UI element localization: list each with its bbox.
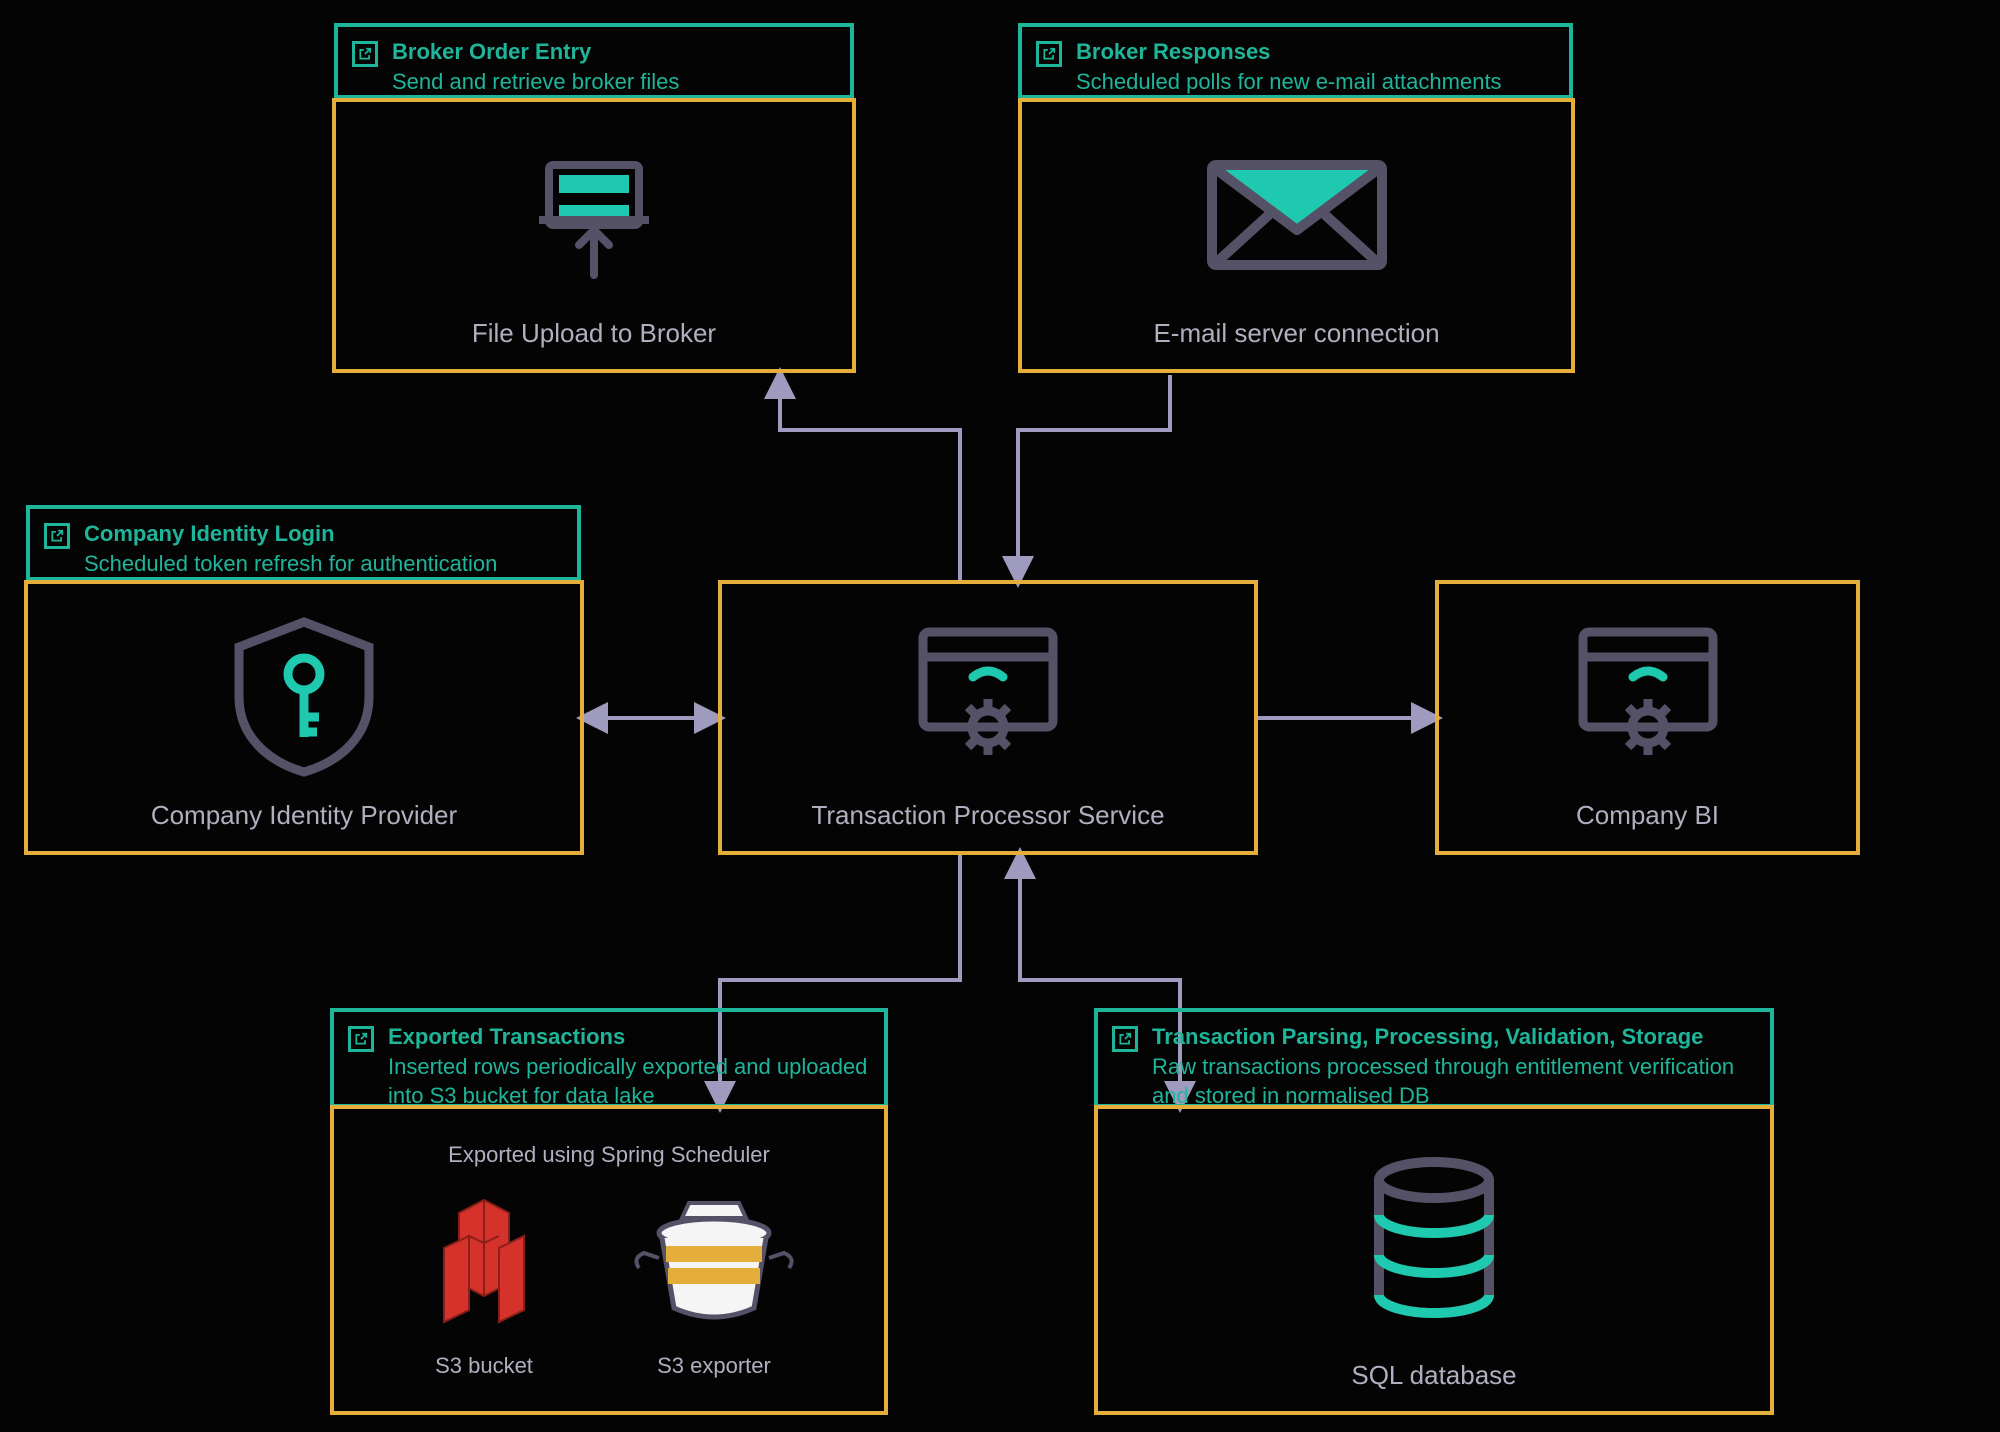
callout-title: Exported Transactions [388, 1022, 870, 1052]
exporter-label: S3 exporter [657, 1353, 771, 1379]
service-gear-icon [903, 604, 1073, 790]
node-label: Company Identity Provider [151, 800, 457, 831]
callout-broker: Broker Order Entry Send and retrieve bro… [334, 23, 854, 99]
node-label: SQL database [1351, 1360, 1516, 1391]
envelope-icon [1202, 122, 1392, 308]
callout-desc: Scheduled polls for new e-mail attachmen… [1076, 67, 1502, 97]
s3-bucket-icon [424, 1188, 544, 1333]
node-label: Company BI [1576, 800, 1719, 831]
node-label: File Upload to Broker [472, 318, 716, 349]
external-link-icon [44, 523, 70, 549]
node-email: E-mail server connection [1018, 98, 1575, 373]
callout-db: Transaction Parsing, Processing, Validat… [1094, 1008, 1774, 1108]
external-link-icon [1112, 1026, 1138, 1052]
folder-upload-icon [519, 122, 669, 308]
callout-desc: Inserted rows periodically exported and … [388, 1052, 870, 1111]
node-s3: Exported using Spring Scheduler S3 bucke… [330, 1105, 888, 1415]
callout-desc: Raw transactions processed through entit… [1152, 1052, 1756, 1111]
shield-key-icon [219, 604, 389, 790]
node-bi: Company BI [1435, 580, 1860, 855]
service-gear-icon [1563, 604, 1733, 790]
node-identity: Company Identity Provider [24, 580, 584, 855]
bucket-exporter-icon [634, 1188, 794, 1333]
callout-s3: Exported Transactions Inserted rows peri… [330, 1008, 888, 1108]
node-db: SQL database [1094, 1105, 1774, 1415]
external-link-icon [348, 1026, 374, 1052]
bucket-label: S3 bucket [435, 1353, 533, 1379]
external-link-icon [1036, 41, 1062, 67]
callout-title: Company Identity Login [84, 519, 497, 549]
node-label: Transaction Processor Service [811, 800, 1164, 831]
node-broker: File Upload to Broker [332, 98, 856, 373]
callout-title: Broker Responses [1076, 37, 1502, 67]
callout-title: Transaction Parsing, Processing, Validat… [1152, 1022, 1756, 1052]
callout-title: Broker Order Entry [392, 37, 679, 67]
s3-subheader: Exported using Spring Scheduler [448, 1142, 770, 1168]
callout-email: Broker Responses Scheduled polls for new… [1018, 23, 1573, 99]
callout-desc: Scheduled token refresh for authenticati… [84, 549, 497, 579]
database-icon [1364, 1129, 1504, 1350]
external-link-icon [352, 41, 378, 67]
node-label: E-mail server connection [1153, 318, 1439, 349]
callout-desc: Send and retrieve broker files [392, 67, 679, 97]
node-center: Transaction Processor Service [718, 580, 1258, 855]
callout-identity: Company Identity Login Scheduled token r… [26, 505, 581, 581]
